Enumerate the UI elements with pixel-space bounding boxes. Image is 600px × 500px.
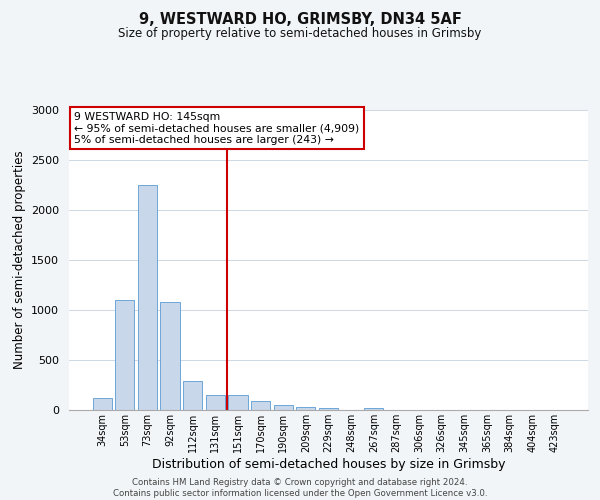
X-axis label: Distribution of semi-detached houses by size in Grimsby: Distribution of semi-detached houses by … [152, 458, 505, 470]
Bar [92, 398, 112, 410]
Text: 9 WESTWARD HO: 145sqm
← 95% of semi-detached houses are smaller (4,909)
5% of se: 9 WESTWARD HO: 145sqm ← 95% of semi-deta… [74, 112, 359, 144]
Y-axis label: Number of semi-detached properties: Number of semi-detached properties [13, 150, 26, 370]
Text: Contains HM Land Registry data © Crown copyright and database right 2024.
Contai: Contains HM Land Registry data © Crown c… [113, 478, 487, 498]
Bar [251, 401, 270, 410]
Bar [229, 394, 248, 410]
Bar [319, 408, 338, 410]
Bar [183, 381, 202, 410]
Bar [160, 302, 180, 410]
Text: Size of property relative to semi-detached houses in Grimsby: Size of property relative to semi-detach… [118, 28, 482, 40]
Text: 9, WESTWARD HO, GRIMSBY, DN34 5AF: 9, WESTWARD HO, GRIMSBY, DN34 5AF [139, 12, 461, 28]
Bar [206, 394, 225, 410]
Bar [364, 408, 383, 410]
Bar [274, 404, 293, 410]
Bar [296, 407, 316, 410]
Bar [138, 185, 157, 410]
Bar [115, 300, 134, 410]
